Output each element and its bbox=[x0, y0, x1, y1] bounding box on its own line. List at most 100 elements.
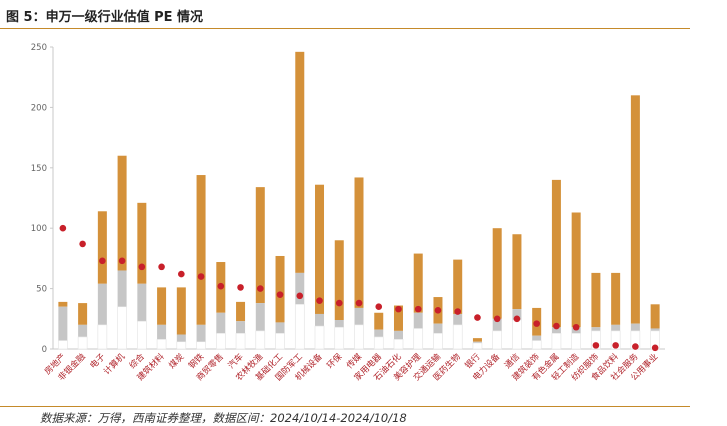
x-tick-label: 煤炭 bbox=[167, 351, 187, 371]
current-pe-dot bbox=[474, 314, 481, 321]
max-range-bar bbox=[295, 51, 305, 273]
current-pe-dot bbox=[158, 263, 165, 271]
max-range-bar bbox=[472, 338, 482, 342]
min-range-bar bbox=[551, 332, 562, 350]
band-bar bbox=[551, 327, 561, 334]
band-bar bbox=[275, 322, 285, 334]
current-pe-dot bbox=[276, 291, 284, 298]
band-bar bbox=[512, 309, 522, 321]
band-bar bbox=[393, 330, 403, 340]
band-bar bbox=[97, 283, 107, 325]
current-pe-dot bbox=[493, 315, 501, 323]
band-bar bbox=[413, 312, 423, 329]
max-range-bar bbox=[374, 312, 384, 330]
max-range-bar bbox=[117, 155, 127, 271]
band-bar bbox=[630, 323, 640, 331]
y-tick-label: 0 bbox=[42, 345, 47, 355]
band-bar bbox=[196, 324, 206, 342]
min-range-bar bbox=[176, 341, 187, 350]
max-range-bar bbox=[512, 234, 522, 310]
band-bar bbox=[453, 313, 463, 325]
current-pe-dot bbox=[434, 307, 442, 314]
band-bar bbox=[216, 312, 226, 334]
min-range-bar bbox=[492, 330, 502, 350]
max-range-bar bbox=[157, 287, 167, 325]
max-range-bar bbox=[492, 228, 502, 319]
current-pe-dot bbox=[217, 282, 225, 290]
max-range-bar bbox=[97, 211, 107, 284]
min-range-bar bbox=[117, 306, 127, 350]
band-bar bbox=[117, 270, 127, 307]
max-range-bar bbox=[354, 177, 364, 308]
min-range-bar bbox=[97, 324, 108, 350]
min-range-bar bbox=[433, 332, 443, 350]
x-tick-label: 环保 bbox=[325, 351, 345, 371]
current-pe-dot bbox=[592, 342, 600, 349]
current-pe-dot bbox=[612, 342, 619, 349]
band-bar bbox=[315, 313, 325, 327]
current-pe-dot bbox=[572, 323, 580, 331]
min-range-bar bbox=[512, 319, 522, 350]
min-range-bar bbox=[610, 330, 621, 350]
current-pe-dot bbox=[553, 322, 560, 330]
current-pe-dot bbox=[533, 320, 540, 327]
min-range-bar bbox=[452, 324, 463, 350]
band-bar bbox=[354, 307, 364, 325]
current-pe-dot bbox=[79, 240, 86, 248]
min-range-bar bbox=[156, 339, 167, 350]
min-range-bar bbox=[196, 341, 206, 350]
max-range-bar bbox=[591, 272, 601, 328]
max-range-bar bbox=[196, 175, 206, 325]
current-pe-dot bbox=[355, 299, 363, 307]
max-range-bar bbox=[236, 301, 246, 322]
current-pe-dot bbox=[632, 343, 639, 350]
current-pe-dot bbox=[375, 303, 383, 311]
min-range-bar bbox=[571, 332, 581, 350]
max-range-bar bbox=[611, 272, 621, 325]
max-range-bar bbox=[630, 95, 640, 324]
band-bar bbox=[650, 328, 660, 331]
footer-divider bbox=[0, 406, 690, 407]
band-bar bbox=[58, 306, 68, 341]
band-bar bbox=[611, 324, 621, 331]
current-pe-dot bbox=[138, 263, 146, 271]
current-pe-dot bbox=[197, 273, 205, 280]
min-range-bar bbox=[275, 332, 285, 350]
min-range-bar bbox=[216, 332, 226, 350]
max-range-bar bbox=[275, 255, 285, 323]
current-pe-dot bbox=[237, 284, 244, 291]
y-tick-label: 150 bbox=[31, 164, 47, 174]
current-pe-dot bbox=[118, 257, 126, 265]
band-bar bbox=[157, 324, 167, 340]
min-range-bar bbox=[314, 325, 325, 350]
x-tick-label: 计算机 bbox=[101, 351, 127, 377]
max-range-bar bbox=[571, 212, 581, 328]
min-range-bar bbox=[255, 330, 266, 350]
min-range-bar bbox=[591, 330, 601, 350]
current-pe-dot bbox=[395, 305, 402, 313]
min-range-bar bbox=[137, 320, 147, 350]
min-range-bar bbox=[373, 336, 384, 350]
band-bar bbox=[236, 321, 246, 334]
band-bar bbox=[137, 283, 147, 322]
current-pe-dot bbox=[513, 315, 521, 323]
current-pe-dot bbox=[414, 305, 422, 313]
max-range-bar bbox=[137, 202, 147, 284]
current-pe-dot bbox=[99, 257, 106, 265]
band-bar bbox=[472, 341, 482, 343]
max-range-bar bbox=[78, 303, 88, 325]
current-pe-dot bbox=[296, 292, 304, 300]
y-tick-label: 100 bbox=[31, 224, 47, 234]
chart-title: 图 5：申万一级行业估值 PE 情况 bbox=[6, 10, 204, 25]
band-bar bbox=[433, 323, 443, 334]
min-range-bar bbox=[235, 332, 246, 350]
min-range-bar bbox=[334, 326, 345, 350]
max-range-bar bbox=[413, 253, 423, 313]
max-range-bar bbox=[58, 301, 68, 307]
max-range-bar bbox=[551, 179, 561, 328]
max-range-bar bbox=[453, 259, 463, 314]
min-range-bar bbox=[354, 324, 364, 350]
min-range-bar bbox=[58, 340, 68, 350]
max-range-bar bbox=[334, 240, 344, 321]
